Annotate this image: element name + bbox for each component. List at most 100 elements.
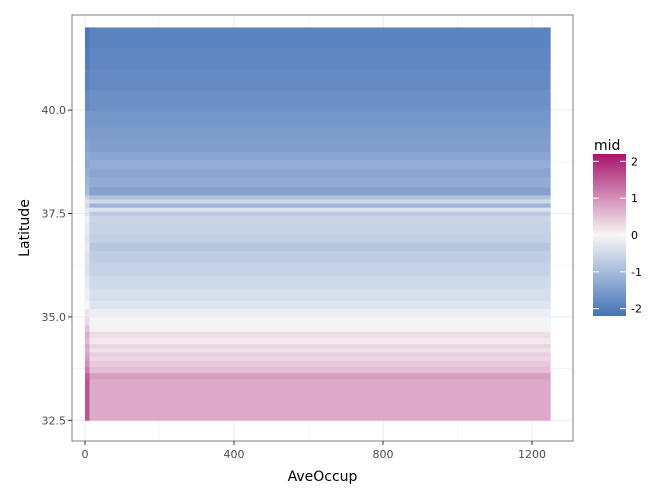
heatmap-cell bbox=[85, 215, 90, 223]
x-tick-label: 400 bbox=[224, 448, 245, 461]
plot-panel bbox=[71, 14, 574, 442]
heatmap-cell bbox=[85, 89, 90, 111]
heatmap-cell bbox=[85, 356, 90, 361]
heatmap-cell bbox=[85, 352, 90, 357]
heatmap-cell bbox=[89, 352, 551, 357]
heatmap-cell bbox=[85, 168, 90, 177]
heatmap-cell bbox=[85, 347, 90, 353]
heatmap-cell bbox=[85, 151, 90, 161]
heatmap-cell bbox=[89, 275, 551, 289]
heatmap-cell bbox=[89, 325, 551, 332]
panel-border bbox=[71, 14, 574, 442]
heatmap-cell bbox=[89, 300, 551, 310]
heatmap-cell bbox=[85, 186, 90, 196]
heatmap-cell bbox=[89, 159, 551, 169]
heatmap-cell bbox=[89, 89, 551, 111]
heatmap-cell bbox=[89, 263, 551, 276]
y-tick-label: 32.5 bbox=[42, 414, 67, 427]
heatmap-cell bbox=[89, 343, 551, 349]
heatmap-cell bbox=[89, 308, 551, 318]
heatmap-cell bbox=[85, 300, 90, 310]
heatmap-cell bbox=[85, 242, 90, 252]
y-tick-label: 40.0 bbox=[42, 104, 67, 117]
heatmap-cell bbox=[85, 263, 90, 276]
heatmap-cell bbox=[85, 343, 90, 349]
heatmap-tiles bbox=[85, 27, 551, 421]
heatmap-cell bbox=[89, 234, 551, 243]
heatmap-cell bbox=[85, 68, 90, 90]
heatmap-cell bbox=[85, 159, 90, 169]
heatmap-cell bbox=[89, 199, 551, 204]
legend-tick-label: 0 bbox=[631, 229, 638, 242]
heatmap-cell bbox=[89, 372, 551, 380]
heatmap-cell bbox=[89, 207, 551, 212]
heatmap-cell bbox=[85, 207, 90, 212]
heatmap-cell bbox=[89, 27, 551, 49]
legend-title: mid bbox=[594, 138, 620, 154]
y-axis-title: Latitude bbox=[17, 199, 33, 257]
heatmap-cell bbox=[89, 331, 551, 339]
heatmap-cell bbox=[89, 242, 551, 252]
legend-tick-label: 1 bbox=[631, 192, 638, 205]
heatmap-cell bbox=[85, 110, 90, 128]
heatmap-cell bbox=[89, 250, 551, 264]
heatmap-cell bbox=[89, 366, 551, 374]
heatmap-cell bbox=[89, 347, 551, 353]
legend-tick-label: -2 bbox=[631, 303, 642, 316]
heatmap-cell bbox=[85, 308, 90, 318]
heatmap-cell bbox=[89, 168, 551, 177]
heatmap-cell bbox=[85, 372, 90, 380]
y-tick-label: 37.5 bbox=[42, 208, 67, 221]
heatmap-cell bbox=[85, 126, 90, 140]
heatmap-cell bbox=[89, 316, 551, 326]
heatmap-cell bbox=[89, 221, 551, 235]
heatmap-cell bbox=[85, 378, 90, 421]
heatmap-cell bbox=[85, 287, 90, 301]
x-axis-title: AveOccup bbox=[288, 469, 358, 485]
heatmap-cell bbox=[89, 110, 551, 128]
legend-tick-label: 2 bbox=[631, 155, 638, 168]
heatmap-cell bbox=[85, 337, 90, 345]
heatmap-cell bbox=[89, 151, 551, 161]
heatmap-cell bbox=[89, 211, 551, 216]
heatmap-cell bbox=[85, 176, 90, 188]
x-tick-label: 1200 bbox=[518, 448, 546, 461]
heatmap-cell bbox=[85, 194, 90, 200]
heatmap-cell bbox=[85, 366, 90, 374]
heatmap-cell bbox=[89, 194, 551, 200]
heatmap-cell bbox=[85, 250, 90, 264]
heatmap-cell bbox=[89, 126, 551, 140]
heatmap-cell bbox=[85, 27, 90, 49]
heatmap-cell bbox=[85, 203, 90, 208]
heatmap-cell bbox=[85, 331, 90, 339]
heatmap-cell bbox=[85, 139, 90, 152]
heatmap-cell bbox=[89, 176, 551, 188]
heatmap-cell bbox=[85, 199, 90, 204]
heatmap-cell bbox=[89, 360, 551, 367]
legend-ticks: 2 1 0 -1 -2 bbox=[593, 155, 642, 316]
y-axis: 32.5 35.0 37.5 40.0 bbox=[42, 104, 72, 427]
y-tick-label: 35.0 bbox=[42, 311, 67, 324]
legend: mid 2 1 0 -1 -2 bbox=[593, 138, 642, 316]
heatmap-cell bbox=[85, 211, 90, 216]
x-tick-label: 800 bbox=[373, 448, 394, 461]
legend-tick-label: -1 bbox=[631, 266, 642, 279]
heatmap-cell bbox=[89, 186, 551, 196]
heatmap-cell bbox=[89, 215, 551, 223]
heatmap-cell bbox=[89, 287, 551, 301]
heatmap-cell bbox=[85, 325, 90, 332]
heatmap-cell bbox=[85, 275, 90, 289]
heatmap-cell bbox=[85, 234, 90, 243]
x-tick-label: 0 bbox=[82, 448, 89, 461]
x-axis: 0 400 800 1200 bbox=[82, 441, 546, 461]
heatmap-cell bbox=[89, 139, 551, 152]
heatmap-cell bbox=[85, 360, 90, 367]
heatmap-cell bbox=[85, 48, 90, 70]
heatmap-cell bbox=[85, 221, 90, 235]
heatmap-cell bbox=[89, 203, 551, 208]
heatmap-cell bbox=[85, 316, 90, 326]
heatmap-cell bbox=[89, 337, 551, 345]
heatmap-cell bbox=[89, 48, 551, 70]
heatmap-cell bbox=[89, 378, 551, 421]
